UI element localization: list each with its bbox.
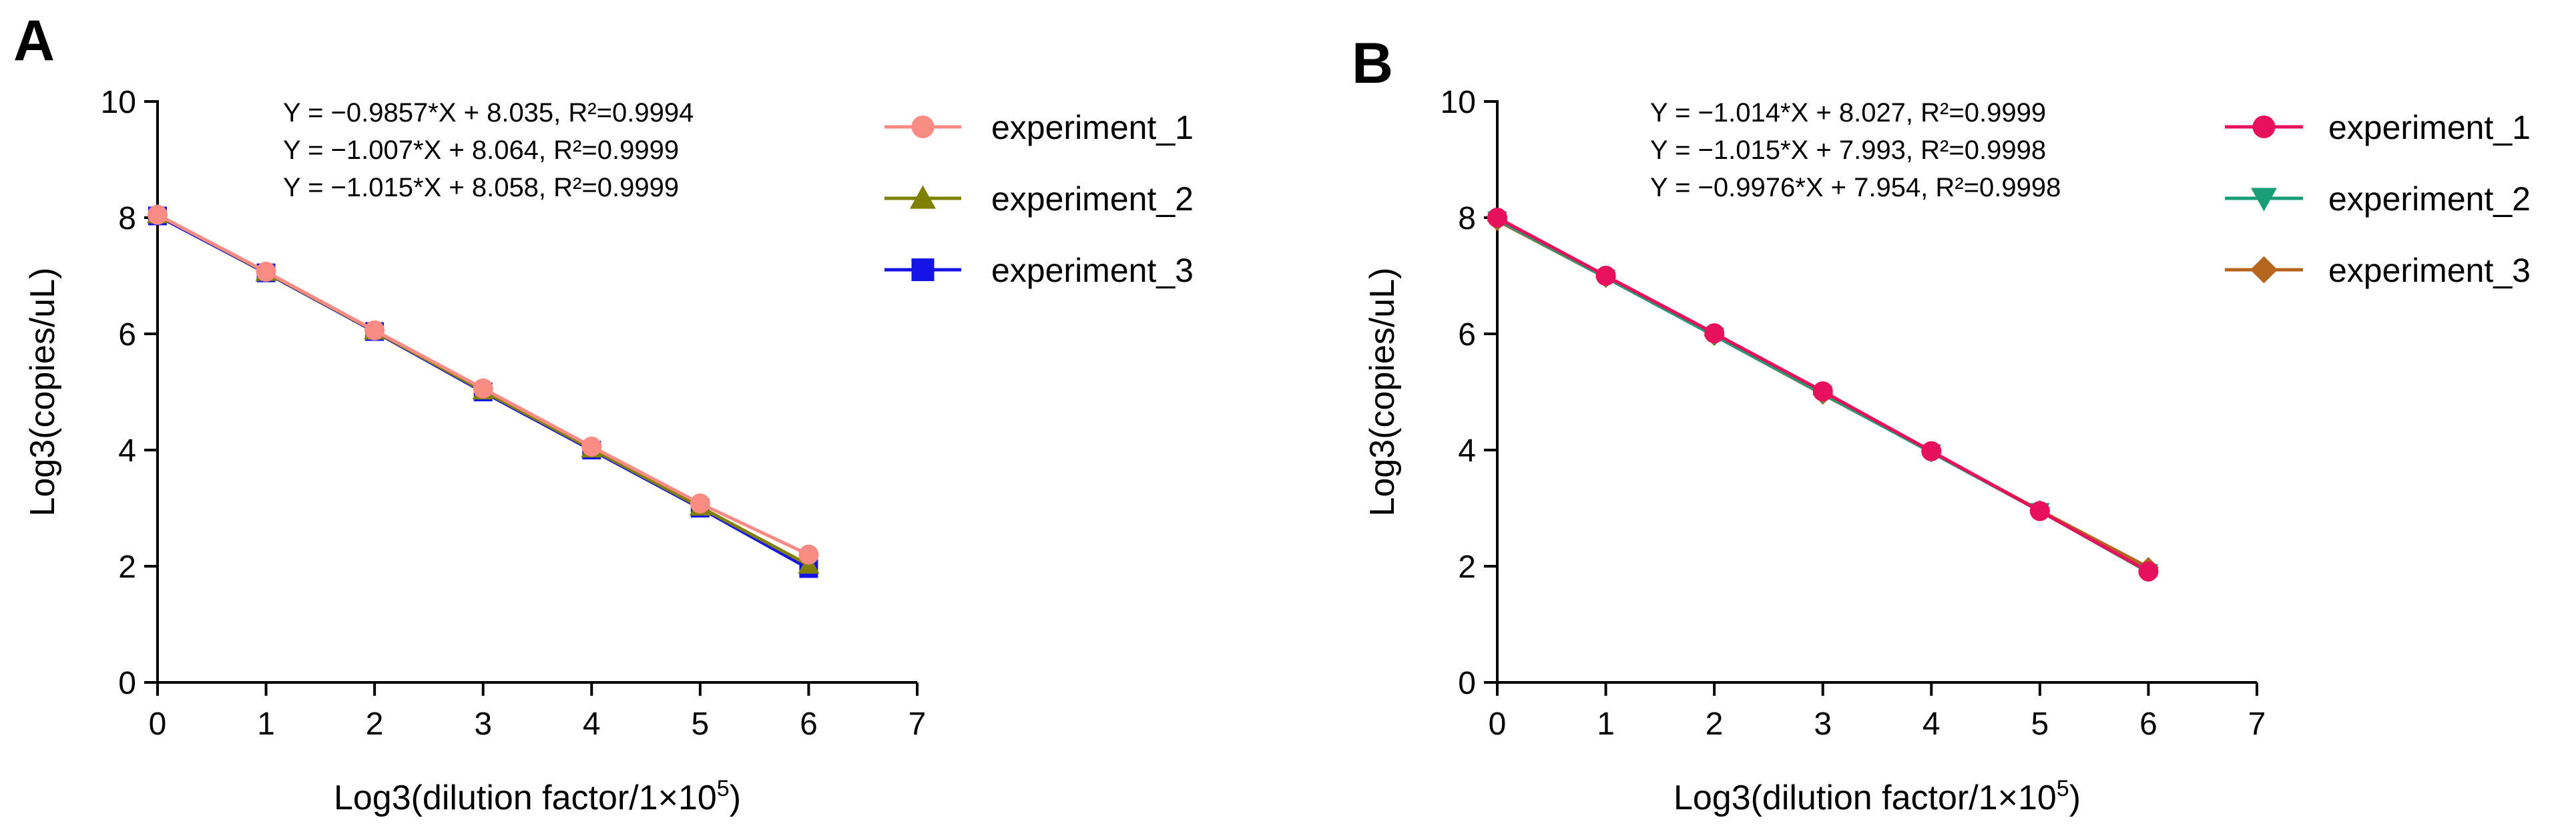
y-tick-label: 8 — [1458, 201, 1476, 236]
y-tick-label: 10 — [101, 85, 136, 120]
panel-label-b: B — [1352, 31, 1393, 95]
y-tick-label: 4 — [1458, 433, 1476, 469]
x-tick-label: 0 — [149, 706, 167, 742]
x-tick-label: 5 — [2031, 706, 2049, 742]
x-tick-label: 6 — [800, 706, 818, 742]
legend-label-experiment_1: experiment_1 — [2328, 109, 2531, 146]
x-axis-title-end: ) — [2069, 779, 2081, 817]
y-tick-label: 8 — [118, 201, 136, 236]
x-tick-label: 7 — [2248, 706, 2266, 742]
panel-b: B 0 1 2 3 4 5 6 7 0 2 4 6 8 10 Log3(dilution factor/1×1… — [1352, 31, 2531, 817]
x-tick-label: 6 — [2139, 706, 2157, 742]
data-point-experiment_1 — [1595, 266, 1616, 286]
data-point-experiment_1 — [1921, 441, 1942, 461]
x-tick-label: 1 — [1597, 706, 1615, 742]
x-tick-label: 0 — [1489, 706, 1507, 742]
x-tick-label: 3 — [1814, 706, 1832, 742]
y-tick-label: 2 — [118, 550, 136, 585]
data-point-experiment_1 — [690, 493, 710, 514]
x-axis-title: Log3(dilution factor/1×105) — [334, 776, 741, 817]
regression-equation: Y = −0.9976*X + 7.954, R²=0.9998 — [1650, 173, 2061, 202]
data-point-experiment_1 — [148, 204, 168, 225]
regression-equation: Y = −1.015*X + 7.993, R²=0.9998 — [1650, 136, 2046, 165]
x-axis-title-end: ) — [730, 779, 741, 817]
legend-label-experiment_3: experiment_3 — [2328, 252, 2531, 289]
data-point-experiment_1 — [364, 320, 385, 341]
regression-equation: Y = −1.015*X + 8.058, R²=0.9999 — [283, 173, 679, 202]
x-axis-title-superscript: 5 — [717, 776, 730, 801]
data-point-experiment_1 — [2029, 501, 2050, 521]
data-point-experiment_1 — [1812, 381, 1833, 402]
legend-label-experiment_3: experiment_3 — [991, 252, 1194, 289]
data-point-experiment_1 — [581, 436, 602, 457]
panel-label-a: A — [13, 9, 55, 73]
x-axis-title-main: Log3(dilution factor/1×10 — [334, 779, 717, 817]
data-point-experiment_1 — [1487, 208, 1507, 228]
x-tick-label: 2 — [366, 706, 384, 742]
legend-marker-experiment_3 — [911, 258, 935, 281]
legend-label-experiment_2: experiment_2 — [991, 180, 1194, 218]
x-tick-label: 7 — [909, 706, 927, 742]
y-tick-label: 0 — [118, 666, 136, 701]
y-tick-label: 2 — [1458, 550, 1476, 585]
x-tick-label: 2 — [1706, 706, 1724, 742]
legend-label-experiment_2: experiment_2 — [2328, 180, 2531, 218]
regression-equation: Y = −0.9857*X + 8.035, R²=0.9994 — [283, 98, 694, 128]
legend-marker-experiment_3 — [2250, 256, 2278, 284]
legend-marker-experiment_2 — [2250, 188, 2278, 212]
panel-a: A 0 1 2 3 4 5 6 7 0 2 4 6 8 10 Log3(dilution factor/1×1… — [13, 9, 1194, 817]
legend-marker-experiment_2 — [909, 185, 937, 209]
regression-equation: Y = −1.007*X + 8.064, R²=0.9999 — [283, 136, 679, 165]
x-tick-label: 1 — [257, 706, 275, 742]
y-tick-label: 6 — [118, 317, 136, 353]
data-point-experiment_1 — [798, 544, 819, 565]
data-point-experiment_1 — [2138, 561, 2159, 582]
x-axis-title: Log3(dilution factor/1×105) — [1673, 776, 2081, 817]
x-tick-label: 4 — [1922, 706, 1941, 742]
regression-equation: Y = −1.014*X + 8.027, R²=0.9999 — [1650, 98, 2046, 128]
data-point-experiment_1 — [1704, 323, 1725, 344]
x-axis-title-superscript: 5 — [2057, 776, 2069, 801]
x-tick-label: 4 — [583, 706, 601, 742]
y-tick-label: 4 — [118, 433, 136, 469]
data-point-experiment_1 — [473, 378, 493, 399]
x-tick-label: 3 — [474, 706, 492, 742]
y-tick-label: 10 — [1441, 85, 1476, 120]
legend-marker-experiment_1 — [911, 116, 935, 138]
data-point-experiment_1 — [256, 261, 276, 282]
legend-marker-experiment_1 — [2252, 116, 2276, 138]
y-axis-title: Log3(copies/uL) — [1363, 268, 1402, 517]
legend-label-experiment_1: experiment_1 — [991, 109, 1194, 146]
x-tick-label: 5 — [692, 706, 710, 742]
y-tick-label: 0 — [1458, 666, 1476, 701]
y-tick-label: 6 — [1458, 317, 1476, 353]
x-axis-title-main: Log3(dilution factor/1×10 — [1673, 779, 2057, 817]
y-axis-title: Log3(copies/uL) — [23, 268, 62, 517]
